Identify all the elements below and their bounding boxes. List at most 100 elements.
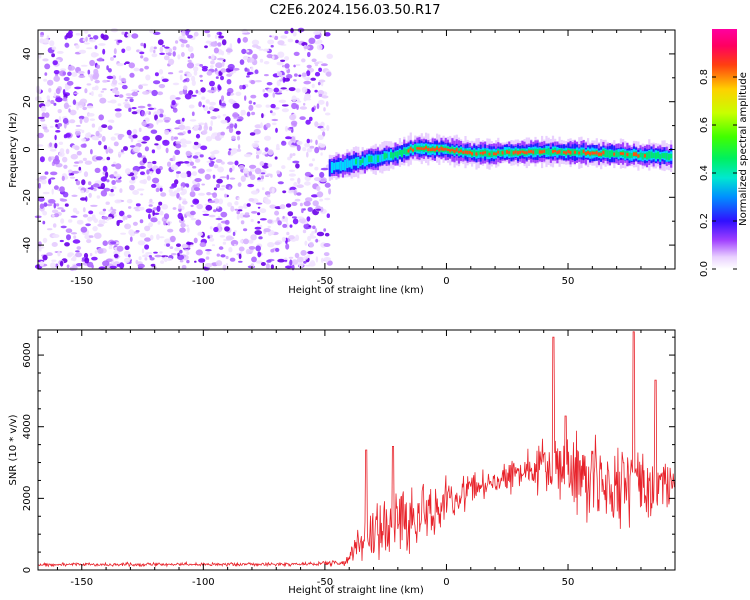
noise-speckle bbox=[267, 219, 273, 224]
noise-speckle bbox=[42, 38, 50, 44]
noise-speckle bbox=[229, 72, 234, 75]
signal-track-cell bbox=[475, 152, 478, 156]
noise-speckle bbox=[180, 223, 186, 228]
noise-speckle bbox=[205, 204, 213, 211]
noise-speckle bbox=[228, 247, 233, 253]
signal-track-cell bbox=[641, 152, 644, 160]
noise-speckle bbox=[131, 176, 136, 181]
noise-speckle bbox=[56, 126, 60, 129]
noise-speckle bbox=[79, 118, 83, 124]
noise-speckle bbox=[98, 126, 103, 133]
noise-speckle bbox=[165, 147, 169, 154]
noise-speckle bbox=[139, 232, 147, 238]
signal-track-cell bbox=[420, 147, 423, 150]
noise-speckle bbox=[102, 88, 107, 91]
signal-track-cell bbox=[468, 151, 471, 154]
noise-speckle bbox=[232, 231, 236, 236]
noise-speckle bbox=[269, 35, 272, 38]
noise-speckle bbox=[137, 152, 143, 158]
signal-track-cell bbox=[597, 152, 601, 157]
signal-track-cell bbox=[444, 147, 447, 151]
noise-speckle bbox=[257, 221, 261, 224]
noise-speckle bbox=[270, 44, 274, 48]
noise-speckle bbox=[120, 232, 127, 235]
noise-speckle bbox=[117, 82, 125, 85]
noise-speckle bbox=[187, 46, 194, 53]
noise-speckle bbox=[306, 226, 312, 229]
signal-track-cell bbox=[383, 152, 386, 160]
noise-speckle bbox=[226, 174, 230, 180]
noise-speckle bbox=[57, 123, 63, 127]
signal-track-cell bbox=[490, 150, 493, 158]
noise-speckle bbox=[304, 240, 308, 246]
signal-track-cell bbox=[551, 150, 555, 154]
noise-speckle bbox=[122, 214, 126, 221]
noise-speckle bbox=[110, 136, 117, 141]
noise-speckle bbox=[149, 257, 155, 261]
noise-speckle bbox=[49, 177, 56, 180]
signal-track-cell bbox=[624, 151, 627, 159]
noise-speckle bbox=[187, 59, 192, 63]
signal-track-cell bbox=[361, 158, 364, 163]
noise-speckle bbox=[228, 148, 232, 151]
noise-speckle bbox=[324, 197, 331, 201]
noise-speckle bbox=[312, 225, 316, 230]
noise-speckle bbox=[194, 158, 201, 163]
noise-speckle bbox=[243, 238, 249, 245]
noise-speckle bbox=[138, 166, 146, 169]
noise-speckle bbox=[261, 113, 264, 119]
noise-speckle bbox=[289, 259, 293, 266]
noise-speckle bbox=[199, 154, 204, 158]
signal-track-cell bbox=[538, 150, 541, 154]
noise-speckle bbox=[188, 104, 195, 109]
signal-track-cell bbox=[457, 150, 461, 154]
noise-speckle bbox=[237, 197, 240, 200]
noise-speckle bbox=[46, 228, 53, 231]
noise-speckle bbox=[326, 53, 334, 59]
noise-speckle bbox=[98, 93, 103, 98]
noise-speckle bbox=[316, 185, 321, 192]
noise-speckle bbox=[115, 173, 121, 179]
signal-track-cell bbox=[534, 148, 537, 155]
noise-speckle bbox=[284, 125, 289, 132]
signal-track-cell bbox=[346, 158, 349, 169]
signal-track-cell bbox=[613, 152, 616, 156]
noise-speckle bbox=[186, 62, 195, 69]
snr-xlabel: Height of straight line (km) bbox=[288, 585, 424, 596]
noise-speckle bbox=[174, 149, 181, 155]
signal-track-cell bbox=[368, 156, 371, 162]
noise-speckle bbox=[191, 111, 195, 117]
noise-speckle bbox=[116, 63, 124, 67]
noise-speckle bbox=[84, 160, 93, 165]
noise-speckle bbox=[126, 96, 134, 99]
signal-track-cell bbox=[436, 146, 439, 150]
signal-track-cell bbox=[462, 151, 465, 154]
signal-track-cell bbox=[523, 151, 526, 155]
noise-speckle bbox=[279, 204, 286, 210]
noise-speckle bbox=[143, 43, 147, 49]
noise-speckle bbox=[145, 252, 153, 255]
noise-speckle bbox=[202, 210, 210, 213]
noise-speckle bbox=[165, 48, 170, 54]
noise-speckle bbox=[39, 261, 44, 267]
noise-speckle bbox=[84, 257, 90, 264]
noise-speckle bbox=[48, 199, 56, 204]
x-tick-label: -100 bbox=[192, 577, 215, 588]
noise-speckle bbox=[325, 71, 332, 77]
noise-speckle bbox=[255, 202, 263, 205]
noise-speckle bbox=[151, 89, 158, 97]
noise-speckle bbox=[252, 44, 259, 48]
noise-speckle bbox=[266, 173, 272, 176]
noise-speckle bbox=[67, 169, 73, 174]
signal-track-cell bbox=[519, 150, 522, 154]
noise-speckle bbox=[269, 110, 273, 114]
noise-speckle bbox=[156, 109, 161, 116]
noise-speckle bbox=[243, 168, 249, 174]
signal-track-cell bbox=[339, 160, 342, 171]
noise-speckle bbox=[138, 84, 144, 90]
noise-speckle bbox=[258, 48, 264, 51]
noise-speckle bbox=[251, 211, 258, 214]
noise-speckle bbox=[110, 188, 114, 193]
noise-speckle bbox=[189, 119, 197, 122]
noise-speckle bbox=[102, 165, 108, 172]
